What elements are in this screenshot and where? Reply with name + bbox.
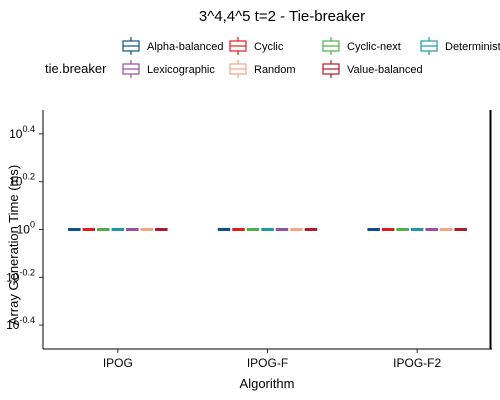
legend-label: Random xyxy=(254,64,296,76)
legend-item-random: Random xyxy=(229,60,296,78)
y-tick-label: 10-0.2 xyxy=(6,267,35,284)
y-tick-label: 100.2 xyxy=(9,172,35,189)
y-tick-label: 100 xyxy=(17,220,35,237)
legend-label: Cyclic-next xyxy=(347,41,401,53)
legend-item-alpha-balanced: Alpha-balanced xyxy=(122,37,223,55)
x-axis-ticks: IPOG IPOG-F IPOG-F2 xyxy=(103,349,441,370)
y-tick-label: 100.4 xyxy=(9,124,35,141)
y-tick-label: 10-0.4 xyxy=(6,315,35,332)
legend-label: Value-balanced xyxy=(347,64,423,76)
legend-item-deterministic: Deterministic xyxy=(420,37,500,55)
legend-item-value-balanced: Value-balanced xyxy=(322,60,423,78)
legend-label: Lexicographic xyxy=(147,64,215,76)
x-tick-label: IPOG-F2 xyxy=(393,356,441,370)
y-axis-ticks: 10-0.4 10-0.2 100 100.2 100.4 xyxy=(6,124,43,332)
legend-label: Cyclic xyxy=(254,41,284,53)
x-tick-label: IPOG xyxy=(103,356,133,370)
legend-item-lexicographic: Lexicographic xyxy=(122,60,215,78)
x-axis-label: Algorithm xyxy=(240,376,295,391)
legend-item-cyclic-next: Cyclic-next xyxy=(322,37,401,55)
legend-item-cyclic: Cyclic xyxy=(229,37,284,55)
x-tick-label: IPOG-F xyxy=(247,356,288,370)
legend-title: tie.breaker xyxy=(45,61,107,76)
chart-title: 3^4,4^5 t=2 - Tie-breaker xyxy=(199,8,365,25)
legend-label: Deterministic xyxy=(445,41,500,53)
legend-label: Alpha-balanced xyxy=(147,41,223,53)
y-axis-label: Array Generation Time (ms) xyxy=(6,165,21,325)
legend: Alpha-balanced Cyclic Cyclic-next Determini… xyxy=(122,37,500,78)
